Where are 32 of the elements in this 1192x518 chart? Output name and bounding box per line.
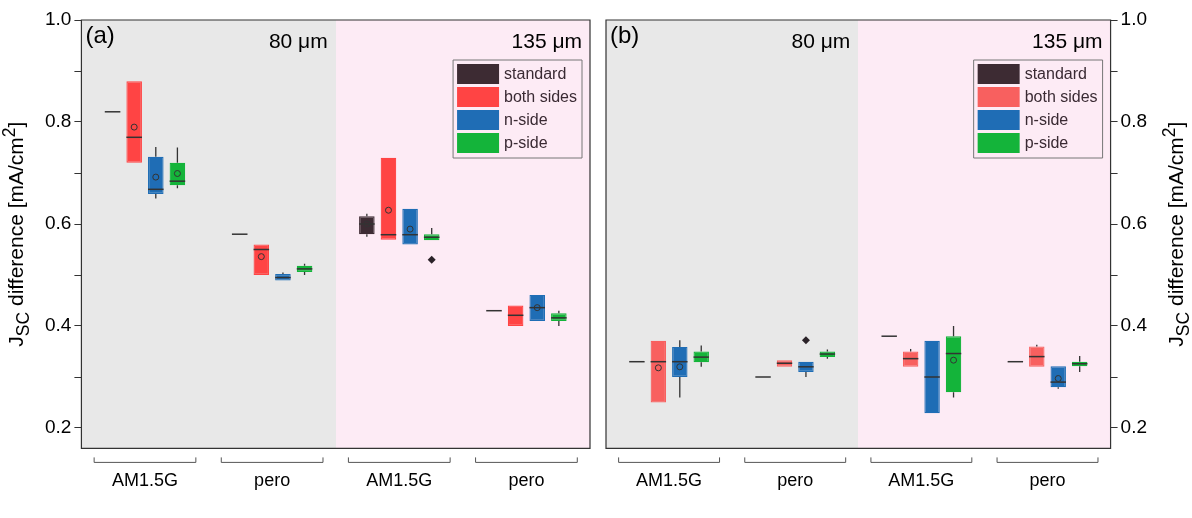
annotation: 135 μm <box>1032 29 1103 53</box>
x-tick-label: pero <box>254 470 291 491</box>
y-tick-label: 0.8 <box>1120 110 1148 132</box>
legend-label: standard <box>504 64 567 82</box>
y-tick-label: 0.4 <box>44 314 72 336</box>
legend-label: n-side <box>504 110 548 128</box>
x-tick-label: AM1.5G <box>111 470 178 491</box>
y-tick-label: 0.6 <box>44 212 72 234</box>
legend-label: n-side <box>1024 110 1069 128</box>
y-tick-label: 0.2 <box>1120 416 1148 438</box>
y-tick-label: 0.2 <box>44 416 72 438</box>
x-tick-label: AM1.5G <box>888 470 955 491</box>
chart-title: (b) <box>610 20 640 48</box>
y-tick-label: 1.0 <box>44 8 72 30</box>
annotation: 80 μm <box>791 29 851 53</box>
chart-title: (a) <box>85 20 115 48</box>
x-tick-label: pero <box>508 470 545 491</box>
legend-label: both sides <box>504 87 577 105</box>
x-tick-label: pero <box>1029 470 1066 491</box>
annotation: 80 μm <box>268 29 328 53</box>
legend-label: p-side <box>1024 133 1069 151</box>
y-tick-label: 0.8 <box>44 110 72 132</box>
y-tick-label: 0.6 <box>1120 212 1148 234</box>
y-tick-label: 1.0 <box>1120 8 1148 30</box>
x-tick-label: pero <box>777 470 814 491</box>
annotation: 135 μm <box>511 29 582 53</box>
y-tick-label: 0.4 <box>1120 314 1148 336</box>
legend-label: standard <box>1024 64 1087 82</box>
legend-label: p-side <box>504 133 548 151</box>
x-tick-label: AM1.5G <box>366 470 433 491</box>
x-tick-label: AM1.5G <box>636 470 703 491</box>
legend-label: both sides <box>1024 87 1098 105</box>
